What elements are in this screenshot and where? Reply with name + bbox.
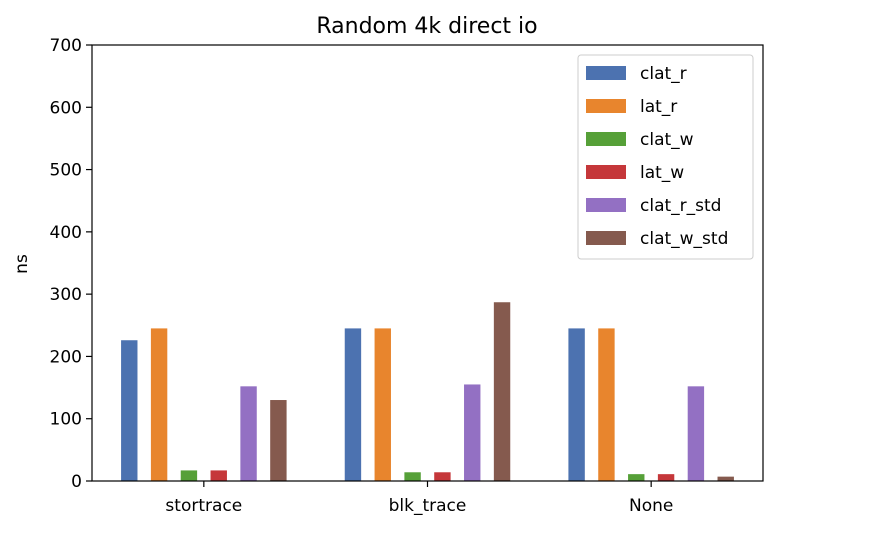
bar-clat_r_std-blk_trace [464,384,481,481]
legend-swatch-clat_w [586,132,626,146]
y-tick-label: 500 [50,161,82,181]
legend-label-clat_w: clat_w [640,130,694,150]
bar-clat_w_std-stortrace [270,400,287,481]
y-tick-label: 400 [50,223,82,243]
bars-group [121,302,734,481]
legend-label-lat_w: lat_w [640,163,684,183]
y-tick-label: 300 [50,285,82,305]
bar-clat_r-None [568,328,585,481]
bar-clat_r-blk_trace [344,328,362,481]
legend-swatch-clat_r_std [586,198,626,212]
y-tick-label: 200 [50,347,82,367]
legend-label-clat_r: clat_r [640,64,687,84]
bar-clat_r_std-stortrace [240,386,257,481]
legend-label-lat_r: lat_r [640,97,677,117]
bar-clat_w-blk_trace [404,472,421,481]
x-tick-label: None [629,496,673,516]
bar-lat_w-blk_trace [434,472,451,481]
plot-frame [91,44,764,482]
legend-swatch-lat_r [586,99,626,113]
y-tick-label: 100 [50,410,82,430]
bar-lat_w-stortrace [210,470,227,481]
bar-lat_r-stortrace [150,328,168,481]
legend-swatch-clat_w_std [586,231,626,245]
legend-swatch-clat_r [586,66,626,80]
chart-title: Random 4k direct io [316,14,537,39]
bar-clat_w_std-None [717,476,734,481]
bar-clat_r_std-None [687,386,705,481]
x-tick-label: stortrace [165,496,242,516]
bar-lat_r-None [598,328,615,481]
bar-lat_w-None [657,474,675,481]
legend-swatch-lat_w [586,165,626,179]
y-tick-label: 700 [50,36,82,56]
bar-clat_w-None [628,474,645,481]
legend-label-clat_w_std: clat_w_std [640,229,728,249]
y-tick-label: 0 [71,472,82,492]
bar-lat_r-blk_trace [374,328,391,481]
bar-clat_r-stortrace [121,340,138,481]
bar-clat_w_std-blk_trace [493,302,511,481]
legend: clat_r lat_r clat_w lat_w clat_r_std clat_w_s… [577,54,754,260]
x-tick-label: blk_trace [389,496,467,516]
x-axis-ticks: stortrace blk_trace None [165,481,673,516]
y-axis-label: ns [12,254,32,274]
legend-label-clat_r_std: clat_r_std [640,196,721,216]
bar-clat_w-stortrace [180,470,198,481]
y-axis-ticks: 0 100 200 300 400 500 600 700 [50,36,92,492]
y-tick-label: 600 [50,98,82,118]
